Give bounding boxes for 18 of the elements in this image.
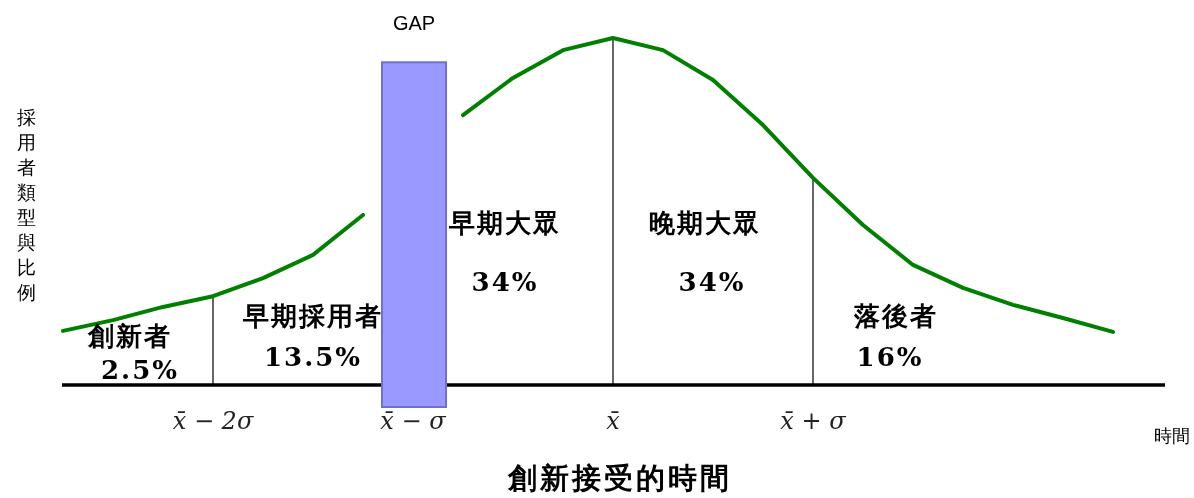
- annotation: 16%: [856, 342, 924, 372]
- y-axis-title: 採用者類型與比例: [16, 106, 36, 303]
- annotation: 2.5%: [101, 355, 179, 385]
- x-tick-label: x̄ − σ: [380, 407, 447, 435]
- annotation: 落後者: [853, 301, 938, 331]
- annotation: 早期大眾: [448, 208, 561, 238]
- band-label: GAP: [392, 12, 436, 35]
- annotation: 晚期大眾: [649, 208, 761, 238]
- x-tick-label: x̄ + σ: [780, 407, 847, 435]
- x-tick-label: x̄: [606, 407, 621, 435]
- x-tick-label: x̄ − 2σ: [172, 407, 254, 435]
- x-axis-title: 時間: [1154, 425, 1190, 446]
- annotation: 13.5%: [263, 342, 363, 372]
- text: 創新接受的時間: [507, 461, 732, 495]
- annotation: 創新者: [87, 321, 172, 351]
- annotation: 34%: [471, 267, 539, 297]
- annotation: 早期採用者: [242, 301, 383, 331]
- annotation: 34%: [678, 267, 746, 297]
